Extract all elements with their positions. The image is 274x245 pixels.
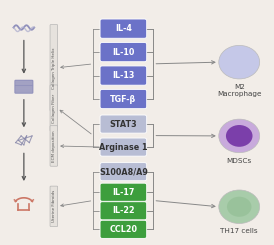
Circle shape	[219, 45, 260, 79]
Text: CCL20: CCL20	[109, 225, 137, 234]
Text: IL-17: IL-17	[112, 188, 135, 197]
Text: MDSCs: MDSCs	[227, 158, 252, 164]
FancyBboxPatch shape	[50, 85, 58, 131]
Circle shape	[219, 119, 260, 153]
Text: S100A8/A9: S100A8/A9	[99, 167, 148, 176]
Text: TGF-β: TGF-β	[110, 95, 136, 104]
Text: M2
Macrophage: M2 Macrophage	[217, 84, 261, 97]
Text: ECM deposition: ECM deposition	[52, 130, 56, 162]
Circle shape	[226, 125, 253, 147]
FancyBboxPatch shape	[100, 89, 147, 109]
Text: TH17 cells: TH17 cells	[220, 228, 258, 234]
Circle shape	[227, 197, 252, 217]
FancyBboxPatch shape	[50, 126, 58, 166]
Text: IL-22: IL-22	[112, 206, 135, 215]
FancyBboxPatch shape	[100, 115, 147, 133]
FancyBboxPatch shape	[50, 24, 58, 111]
FancyBboxPatch shape	[100, 66, 147, 85]
FancyBboxPatch shape	[100, 220, 147, 238]
FancyBboxPatch shape	[100, 42, 147, 62]
Text: STAT3: STAT3	[110, 120, 137, 129]
FancyBboxPatch shape	[100, 19, 147, 38]
Circle shape	[219, 190, 260, 223]
FancyBboxPatch shape	[100, 202, 147, 220]
FancyBboxPatch shape	[100, 163, 147, 181]
Text: Uterine Fibroids: Uterine Fibroids	[52, 190, 56, 222]
Text: Collagen Triple Helix: Collagen Triple Helix	[52, 47, 56, 88]
FancyBboxPatch shape	[100, 138, 147, 156]
FancyBboxPatch shape	[100, 183, 147, 201]
Text: IL-10: IL-10	[112, 48, 135, 57]
FancyBboxPatch shape	[50, 186, 58, 227]
Text: Collagen Fiber: Collagen Fiber	[52, 93, 56, 122]
Text: IL-4: IL-4	[115, 24, 132, 33]
Text: Arginase 1: Arginase 1	[99, 143, 148, 152]
Text: IL-13: IL-13	[112, 71, 135, 80]
